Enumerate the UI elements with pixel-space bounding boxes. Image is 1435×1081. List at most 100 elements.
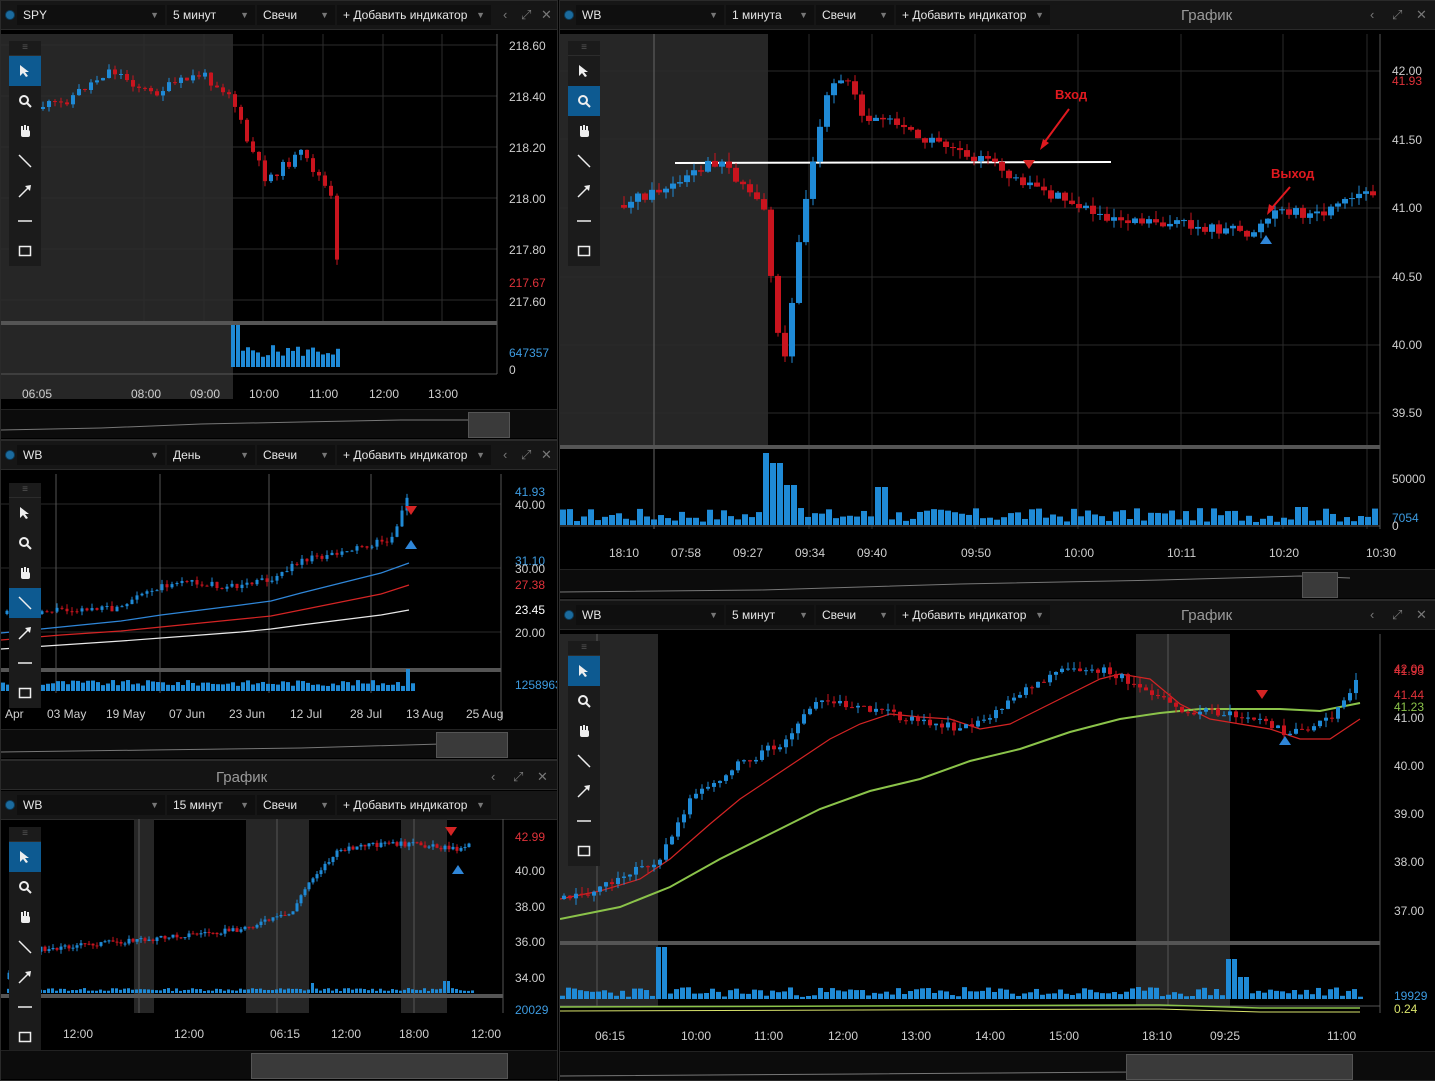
toolbar-grip-icon[interactable]: ≡ (568, 41, 600, 56)
hand-icon[interactable] (568, 116, 600, 146)
maximize-icon[interactable]: ⤢ (513, 769, 524, 784)
navigator-window[interactable] (436, 732, 508, 758)
link-indicator[interactable] (6, 801, 14, 809)
zoom-icon[interactable] (568, 86, 600, 116)
toolbar-grip-icon[interactable]: ≡ (9, 41, 41, 56)
chart-type-selector[interactable]: Свечи ▼ (257, 5, 335, 25)
add-indicator-button[interactable]: + Добавить индикатор ▼ (337, 5, 491, 25)
add-indicator-button[interactable]: + Добавить индикатор ▼ (896, 605, 1050, 625)
close-icon[interactable]: ✕ (541, 447, 552, 462)
back-icon[interactable]: ‹ (1370, 7, 1375, 22)
price-chart[interactable] (560, 29, 1435, 569)
hand-icon[interactable] (9, 902, 41, 932)
symbol-selector[interactable]: WB ▼ (17, 445, 165, 465)
interval-selector[interactable]: 5 минут ▼ (726, 605, 814, 625)
rect-icon[interactable] (9, 1022, 41, 1052)
symbol-selector[interactable]: SPY ▼ (17, 5, 165, 25)
volume-bar (1292, 990, 1297, 999)
toolbar-grip-icon[interactable]: ≡ (9, 827, 41, 842)
chart-type-selector[interactable]: Свечи ▼ (816, 605, 894, 625)
navigator-window[interactable] (1302, 572, 1338, 598)
link-indicator[interactable] (565, 611, 573, 619)
link-indicator[interactable] (6, 451, 14, 459)
navigator-strip[interactable] (1, 1050, 557, 1079)
navigator-window[interactable] (1126, 1054, 1353, 1080)
maximize-icon[interactable]: ⤢ (1392, 607, 1403, 622)
arrow-icon[interactable] (9, 618, 41, 648)
arrow-icon[interactable] (568, 776, 600, 806)
navigator-strip[interactable] (560, 569, 1435, 598)
interval-selector[interactable]: 1 минута ▼ (726, 5, 814, 25)
rect-icon[interactable] (9, 236, 41, 266)
rect-icon[interactable] (9, 678, 41, 708)
add-indicator-button[interactable]: + Добавить индикатор ▼ (337, 445, 491, 465)
navigator-strip[interactable] (560, 1051, 1435, 1080)
line-icon[interactable] (9, 932, 41, 962)
add-indicator-button[interactable]: + Добавить индикатор ▼ (896, 5, 1050, 25)
chart-type-selector[interactable]: Свечи ▼ (816, 5, 894, 25)
hline-icon[interactable] (568, 206, 600, 236)
hand-icon[interactable] (9, 558, 41, 588)
maximize-icon[interactable]: ⤢ (1392, 7, 1403, 22)
back-icon[interactable]: ‹ (1370, 607, 1375, 622)
rect-icon[interactable] (568, 836, 600, 866)
back-icon[interactable]: ‹ (491, 769, 496, 784)
navigator-strip[interactable] (1, 729, 557, 758)
pointer-icon[interactable] (568, 56, 600, 86)
arrow-icon[interactable] (9, 176, 41, 206)
line-icon[interactable] (9, 146, 41, 176)
symbol-selector[interactable]: WB ▼ (576, 5, 724, 25)
navigator-window[interactable] (468, 412, 510, 438)
close-icon[interactable]: ✕ (1416, 7, 1427, 22)
symbol-selector[interactable]: WB ▼ (576, 605, 724, 625)
hand-icon[interactable] (9, 116, 41, 146)
line-icon[interactable] (9, 588, 41, 618)
price-chart[interactable] (1, 819, 557, 1079)
close-icon[interactable]: ✕ (537, 769, 548, 784)
link-indicator[interactable] (6, 11, 14, 19)
price-chart[interactable] (1, 469, 557, 759)
hline-icon[interactable] (568, 806, 600, 836)
zoom-icon[interactable] (9, 86, 41, 116)
navigator-strip[interactable] (1, 409, 557, 438)
back-icon[interactable]: ‹ (503, 7, 508, 22)
toolbar-grip-icon[interactable]: ≡ (568, 641, 600, 656)
back-icon[interactable]: ‹ (503, 447, 508, 462)
price-chart[interactable] (560, 629, 1435, 1049)
maximize-icon[interactable]: ⤢ (521, 7, 532, 22)
zoom-icon[interactable] (568, 686, 600, 716)
volume-bar (63, 988, 66, 993)
maximize-icon[interactable]: ⤢ (521, 447, 532, 462)
candle (1192, 712, 1196, 715)
toolbar-grip-icon[interactable]: ≡ (9, 483, 41, 498)
pointer-icon[interactable] (9, 498, 41, 528)
rect-icon[interactable] (568, 236, 600, 266)
interval-selector[interactable]: День ▼ (167, 445, 255, 465)
symbol-selector[interactable]: WB ▼ (17, 795, 165, 815)
arrow-icon[interactable] (9, 962, 41, 992)
price-chart[interactable] (1, 29, 557, 439)
interval-selector[interactable]: 15 минут ▼ (167, 795, 255, 815)
line-icon[interactable] (568, 746, 600, 776)
pointer-icon[interactable] (9, 56, 41, 86)
zoom-icon[interactable] (9, 872, 41, 902)
close-icon[interactable]: ✕ (541, 7, 552, 22)
chart-type-selector[interactable]: Свечи ▼ (257, 795, 335, 815)
add-indicator-button[interactable]: + Добавить индикатор ▼ (337, 795, 491, 815)
hand-icon[interactable] (568, 716, 600, 746)
navigator-window[interactable] (251, 1053, 508, 1079)
pointer-icon[interactable] (9, 842, 41, 872)
chart-type-selector[interactable]: Свечи ▼ (257, 445, 335, 465)
volume-bar (335, 988, 338, 993)
line-icon[interactable] (568, 146, 600, 176)
hline-icon[interactable] (9, 992, 41, 1022)
zoom-icon[interactable] (9, 528, 41, 558)
pointer-icon[interactable] (568, 656, 600, 686)
interval-selector[interactable]: 5 минут ▼ (167, 5, 255, 25)
hline-icon[interactable] (9, 206, 41, 236)
hline-icon[interactable] (9, 648, 41, 678)
link-indicator[interactable] (565, 11, 573, 19)
arrow-icon[interactable] (568, 176, 600, 206)
close-icon[interactable]: ✕ (1416, 607, 1427, 622)
window-titlebar[interactable]: График ‹ ⤢ ✕ (1, 761, 557, 790)
